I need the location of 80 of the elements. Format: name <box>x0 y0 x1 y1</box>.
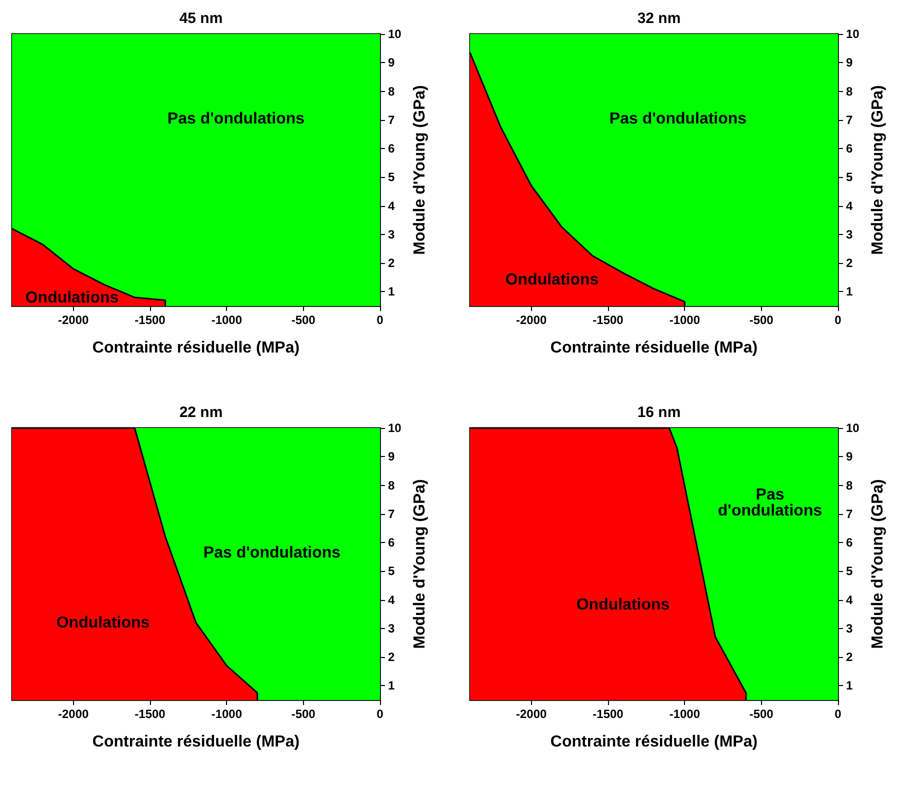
y-tick-label: 6 <box>388 142 395 156</box>
y-tick-label: 4 <box>846 198 853 213</box>
y-tick-label: 10 <box>846 27 860 41</box>
x-tick-label: -2000 <box>58 313 89 327</box>
y-tick-label: 7 <box>388 506 395 521</box>
y-axis-title: Module d'Young (GPa) <box>870 479 887 649</box>
annotation: Pas d'ondulations <box>203 544 341 562</box>
x-axis-title: Contrainte résiduelle (MPa) <box>550 734 758 750</box>
y-tick-label: 3 <box>846 227 853 242</box>
x-tick-label: -2000 <box>516 707 547 721</box>
y-tick-label: 4 <box>846 592 853 607</box>
y-tick-label: 8 <box>388 84 395 98</box>
chart-title: 32 nm <box>637 10 681 27</box>
y-tick-label: 6 <box>388 536 395 550</box>
x-axis-title: Contrainte résiduelle (MPa) <box>92 734 300 750</box>
y-tick-label: 3 <box>388 621 395 636</box>
x-tick-label: -1000 <box>669 313 700 327</box>
y-tick-label: 8 <box>846 84 853 98</box>
y-tick-label: 4 <box>388 198 395 213</box>
y-tick-label: 5 <box>846 170 853 184</box>
x-tick-label: 0 <box>376 313 384 327</box>
y-tick-label: 1 <box>846 284 853 299</box>
x-tick-label: -500 <box>291 313 316 327</box>
y-tick-label: 10 <box>388 27 402 41</box>
annotation: Pas d'ondulations <box>167 110 305 128</box>
y-tick-label: 1 <box>388 678 395 693</box>
y-tick-label: 9 <box>388 56 395 70</box>
y-tick-label: 6 <box>846 142 853 156</box>
y-tick-label: 5 <box>846 564 853 578</box>
x-tick-label: -2000 <box>516 313 547 327</box>
annotation: Pas d'ondulations <box>609 110 747 128</box>
y-tick-label: 9 <box>388 450 395 464</box>
annotation: Ondulations <box>25 290 119 306</box>
x-tick-label: -1500 <box>592 707 624 721</box>
y-tick-label: 10 <box>846 421 860 435</box>
y-tick-label: 10 <box>388 421 402 435</box>
x-tick-label: -500 <box>749 707 774 721</box>
y-tick-label: 7 <box>846 506 853 521</box>
y-tick-label: 6 <box>846 536 853 550</box>
x-tick-label: -500 <box>749 313 774 327</box>
y-tick-label: 1 <box>388 284 395 299</box>
annotation: Pas d'ondulations <box>718 486 822 520</box>
annotation: Ondulations <box>56 614 150 632</box>
x-tick-label: -1000 <box>211 313 242 327</box>
y-tick-label: 2 <box>388 650 395 664</box>
y-axis-title: Module d'Young (GPa) <box>412 479 429 649</box>
y-tick-label: 3 <box>388 227 395 242</box>
x-tick-label: -1000 <box>669 707 700 721</box>
y-tick-label: 9 <box>846 56 853 70</box>
chart-title: 45 nm <box>179 10 223 27</box>
y-tick-label: 9 <box>846 450 853 464</box>
y-tick-label: 5 <box>388 170 395 184</box>
y-axis-title: Module d'Young (GPa) <box>412 85 429 255</box>
x-tick-label: 0 <box>834 313 842 327</box>
annotation: Ondulations <box>576 596 670 614</box>
y-tick-label: 7 <box>388 112 395 127</box>
y-tick-label: 4 <box>388 592 395 607</box>
y-tick-label: 7 <box>846 112 853 127</box>
x-tick-label: -1500 <box>134 313 166 327</box>
chart-title: 22 nm <box>179 404 223 421</box>
x-tick-label: 0 <box>834 707 842 721</box>
x-tick-label: -1000 <box>211 707 242 721</box>
x-axis-title: Contrainte résiduelle (MPa) <box>550 340 758 356</box>
annotation: Ondulations <box>505 272 599 288</box>
x-tick-label: -2000 <box>58 707 89 721</box>
x-tick-label: 0 <box>376 707 384 721</box>
chart-title: 16 nm <box>637 404 681 421</box>
y-axis-title: Module d'Young (GPa) <box>870 85 887 255</box>
y-tick-label: 2 <box>846 256 853 270</box>
y-tick-label: 3 <box>846 621 853 636</box>
x-tick-label: -1500 <box>592 313 624 327</box>
y-tick-label: 1 <box>846 678 853 693</box>
x-tick-label: -500 <box>291 707 316 721</box>
x-axis-title: Contrainte résiduelle (MPa) <box>92 340 300 356</box>
y-tick-label: 2 <box>846 650 853 664</box>
y-tick-label: 5 <box>388 564 395 578</box>
x-tick-label: -1500 <box>134 707 166 721</box>
y-tick-label: 8 <box>846 478 853 492</box>
y-tick-label: 8 <box>388 478 395 492</box>
y-tick-label: 2 <box>388 256 395 270</box>
